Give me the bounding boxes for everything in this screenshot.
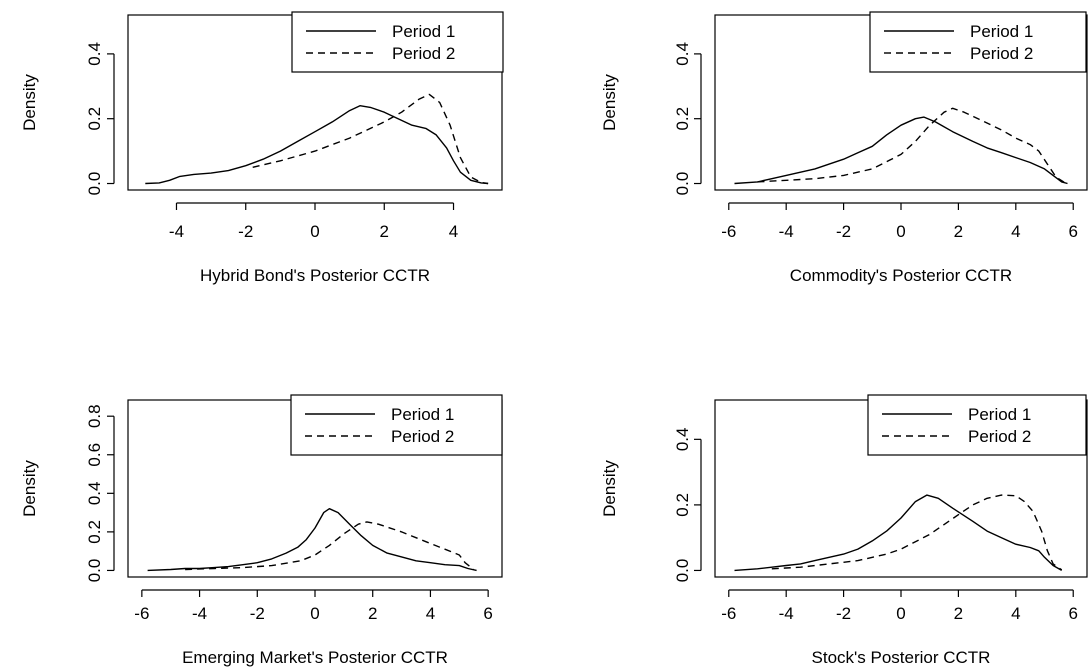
chart-panel-3: -6 -4 -2 0 2 4 6 0.0 0.2 0.4 0.6 0.8 Emerging Market… [20,394,503,667]
x-tick-label: -4 [169,222,184,241]
y-tick-label: 0.4 [85,481,104,505]
x-tick-label: -6 [721,222,736,241]
legend: Period 1 Period 2 [867,394,1087,456]
x-tick-label: -4 [192,604,207,623]
x-tick-label: -2 [836,604,851,623]
chart-panel-4: -6 -4 -2 0 2 4 6 0.0 0.2 0.4 Stock's Posterior CCT… [600,394,1088,667]
x-tick-label: 0 [310,604,319,623]
y-axis-title: Density [20,74,39,131]
legend: Period 1 Period 2 [869,11,1087,73]
legend-label: Period 2 [968,427,1031,446]
y-axis-title: Density [20,460,39,517]
x-axis-title: Stock's Posterior CCTR [812,648,991,667]
legend-label: Period 2 [392,44,455,63]
legend-label: Period 2 [391,427,454,446]
x-tick-label: 6 [1068,604,1077,623]
x-tick-label: -6 [134,604,149,623]
chart-panel-1: -4 -2 0 2 4 0.0 0.2 0.4 Hybrid Bond's Posterior … [20,11,504,285]
chart-panel-2: -6 -4 -2 0 2 4 6 0.0 0.2 0.4 Commodity's Posterior… [600,11,1088,285]
y-tick-label: 0.2 [673,107,692,131]
legend-label: Period 1 [391,405,454,424]
x-tick-label: 4 [426,604,435,623]
x-tick-label: 0 [896,222,905,241]
series-line-period-1 [145,105,489,185]
x-tick-label: -2 [836,222,851,241]
y-tick-label: 0.8 [85,404,104,428]
legend: Period 1 Period 2 [290,394,503,456]
y-tick-label: 0.2 [85,107,104,131]
y-tick-label: 0.2 [85,520,104,544]
legend-label: Period 1 [970,22,1033,41]
x-tick-label: 2 [954,604,963,623]
series-line-period-2 [757,107,1065,184]
series-line-period-2 [771,494,1063,571]
legend-box [290,394,503,456]
x-tick-label: -6 [721,604,736,623]
x-tick-label: 2 [954,222,963,241]
x-tick-label: 2 [368,604,377,623]
y-tick-label: 0.2 [673,493,692,517]
legend-label: Period 1 [392,22,455,41]
y-tick-label: 0.0 [673,559,692,583]
x-tick-label: 6 [1068,222,1077,241]
x-tick-label: -4 [779,604,794,623]
y-axis-title: Density [600,74,619,131]
x-tick-label: 2 [380,222,389,241]
x-tick-label: 0 [310,222,319,241]
x-tick-label: 4 [449,222,458,241]
x-tick-label: 0 [896,604,905,623]
x-tick-label: 6 [483,604,492,623]
y-axis-title: Density [600,460,619,517]
series-line-period-1 [147,508,477,572]
x-tick-label: -2 [250,604,265,623]
y-tick-label: 0.4 [85,42,104,66]
x-tick-label: 4 [1011,604,1020,623]
x-tick-label: 4 [1011,222,1020,241]
x-axis-title: Emerging Market's Posterior CCTR [182,648,448,667]
y-tick-label: 0.4 [673,428,692,452]
series-line-period-1 [734,494,1063,572]
legend-box [291,11,504,73]
y-tick-label: 0.0 [673,172,692,196]
x-axis-title: Commodity's Posterior CCTR [790,266,1012,285]
legend-box [867,394,1087,456]
series-line-period-2 [252,93,489,185]
y-tick-label: 0.6 [85,443,104,467]
series-line-period-2 [185,521,475,571]
x-axis-title: Hybrid Bond's Posterior CCTR [200,266,430,285]
legend: Period 1 Period 2 [291,11,504,73]
x-tick-label: -4 [779,222,794,241]
legend-label: Period 2 [970,44,1033,63]
y-tick-label: 0.0 [85,559,104,583]
x-tick-label: -2 [238,222,253,241]
y-tick-label: 0.0 [85,172,104,196]
legend-box [869,11,1087,73]
legend-label: Period 1 [968,405,1031,424]
y-tick-label: 0.4 [673,42,692,66]
series-line-period-1 [734,116,1068,185]
